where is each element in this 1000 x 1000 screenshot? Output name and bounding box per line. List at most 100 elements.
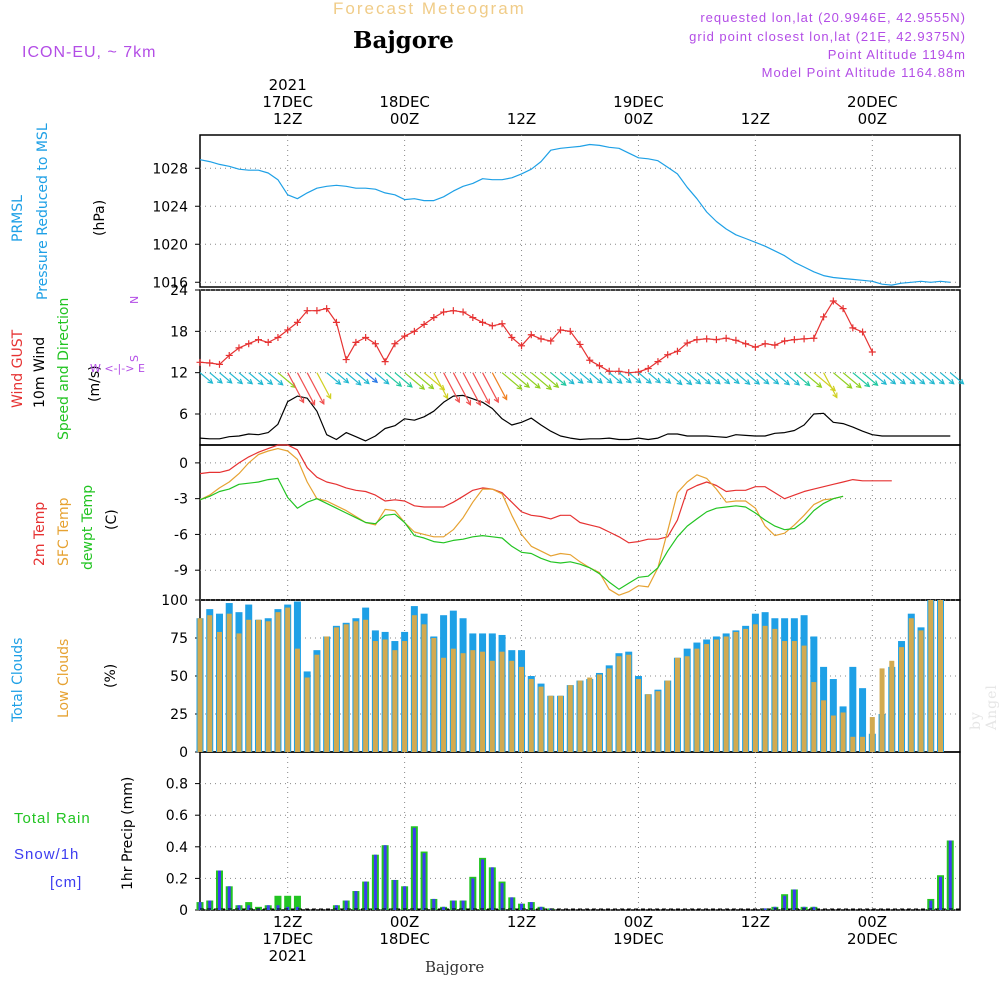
wind-arrow-2 xyxy=(219,372,233,384)
gust-marker-7 xyxy=(264,338,272,346)
snow-bar-23 xyxy=(422,853,426,910)
gust-marker-35 xyxy=(537,335,545,343)
grid-point-coords: grid point closest lon,lat (21E, 42.9375… xyxy=(689,29,966,44)
cloud-low-bar-3 xyxy=(226,613,232,752)
pressure-ytick-label-0: 1016 xyxy=(152,275,188,291)
wind-arrowhead-75 xyxy=(938,378,945,385)
cloud-low-bar-9 xyxy=(285,607,291,752)
bottom-time-line: 00Z xyxy=(389,913,420,931)
cloud-low-bar-35 xyxy=(538,686,544,752)
cloud-low-bar-20 xyxy=(392,650,398,752)
precip-legend-rain: Total Rain xyxy=(14,810,91,827)
snow-bar-26 xyxy=(451,900,455,910)
wind-arrowhead-26 xyxy=(465,399,472,406)
bottom-time-label-4: 12Z xyxy=(715,914,795,931)
wind-arrowhead-36 xyxy=(560,380,567,387)
wind-arrowhead-65 xyxy=(846,383,853,389)
gust-marker-17 xyxy=(362,334,370,342)
top-time-line: 00Z xyxy=(857,110,887,128)
cloud-low-bar-45 xyxy=(635,679,641,752)
wind-arrowhead-53 xyxy=(724,378,731,385)
snow-bar-19 xyxy=(383,845,387,910)
wind-arrowhead-13 xyxy=(335,379,342,385)
wind-arrowhead-30 xyxy=(502,394,508,401)
wind-arrowhead-31 xyxy=(516,384,523,390)
cloud-low-bar-61 xyxy=(791,641,797,752)
footer-station: Bajgore xyxy=(425,958,485,976)
gust-marker-60 xyxy=(781,337,789,345)
wind-arrow-76 xyxy=(940,372,955,385)
cloud-low-bar-65 xyxy=(830,715,836,752)
precip-legend-snow: Snow/1h xyxy=(14,846,80,863)
gust-marker-8 xyxy=(274,334,282,342)
snow-bar-35 xyxy=(539,906,543,910)
snow-bar-5 xyxy=(247,905,251,910)
gust-marker-19 xyxy=(381,358,389,366)
wind-speed-line xyxy=(199,394,951,442)
snow-bar-60 xyxy=(783,895,787,910)
snow-bar-10 xyxy=(295,906,299,910)
gust-marker-39 xyxy=(576,340,584,348)
precip-ytick-label-4: 0.8 xyxy=(166,777,188,793)
gust-marker-37 xyxy=(557,326,565,334)
wind-arrowhead-3 xyxy=(237,378,244,385)
wind-arrowhead-24 xyxy=(443,393,449,400)
temp-ytick-label-2: -6 xyxy=(174,527,188,543)
cloud-total-bar-68 xyxy=(859,688,867,752)
wind-arrow-53 xyxy=(716,372,730,384)
gust-marker-49 xyxy=(673,347,681,355)
wind-arrow-34 xyxy=(530,372,552,390)
model-label: ICON-EU, ~ 7km xyxy=(22,44,157,61)
wind-arrowhead-14 xyxy=(343,377,350,384)
gust-marker-5 xyxy=(245,340,253,348)
bottom-time-line: 17DEC xyxy=(262,930,313,948)
gust-marker-47 xyxy=(654,358,662,366)
cloud-low-bar-52 xyxy=(704,644,710,752)
cloud-low-bar-59 xyxy=(772,628,778,752)
snow-bar-17 xyxy=(364,881,368,910)
tsfc-line xyxy=(199,448,844,596)
bottom-time-line: 18DEC xyxy=(379,930,430,948)
precip-ytick-label-0: 0 xyxy=(179,903,188,919)
wind-arrow-77 xyxy=(949,372,964,385)
temp-ytick-label-3: -9 xyxy=(174,563,188,579)
top-time-line: 00Z xyxy=(623,110,654,128)
gust-marker-65 xyxy=(829,297,837,305)
wind-arrow-32 xyxy=(511,372,530,388)
snow-bar-77 xyxy=(948,840,952,910)
gust-line xyxy=(199,300,873,374)
wind-arrowhead-54 xyxy=(733,378,740,385)
snow-bar-59 xyxy=(773,906,777,910)
wind-arrowhead-20 xyxy=(406,382,413,388)
wind-arrow-16 xyxy=(355,372,370,384)
gust-marker-68 xyxy=(859,328,867,336)
snow-bar-24 xyxy=(432,898,436,910)
cloud-low-bar-22 xyxy=(411,615,417,752)
cloud-low-bar-33 xyxy=(519,666,525,752)
gust-marker-1 xyxy=(206,359,214,367)
wind-ytick-label-3: 24 xyxy=(170,283,188,299)
top-time-line: 00Z xyxy=(389,110,420,128)
cloud-low-bar-31 xyxy=(499,651,505,752)
wind-arrow-50 xyxy=(686,372,701,385)
gust-marker-28 xyxy=(469,314,477,322)
gust-marker-69 xyxy=(868,348,876,356)
snow-bar-21 xyxy=(403,886,407,910)
cloud-low-bar-69 xyxy=(869,717,875,752)
wind-arrow-40 xyxy=(589,372,603,384)
cloud-low-bar-46 xyxy=(645,694,651,752)
cloud-low-bar-54 xyxy=(723,636,729,752)
wind-arrowhead-76 xyxy=(948,378,955,385)
gust-marker-48 xyxy=(664,351,672,359)
wind-arrowhead-51 xyxy=(705,378,712,385)
wind-arrowhead-6 xyxy=(267,379,274,385)
cloud-low-bar-67 xyxy=(850,736,856,752)
cloud-low-bar-75 xyxy=(928,600,934,752)
cloud-low-bar-63 xyxy=(811,682,817,752)
wind-arrow-73 xyxy=(910,372,925,385)
wind-arrowhead-77 xyxy=(958,378,965,385)
snow-bar-4 xyxy=(237,905,241,910)
wind-arrow-45 xyxy=(638,372,652,384)
wind-arrow-55 xyxy=(735,372,750,385)
temp-ytick-label-1: -3 xyxy=(174,492,188,508)
